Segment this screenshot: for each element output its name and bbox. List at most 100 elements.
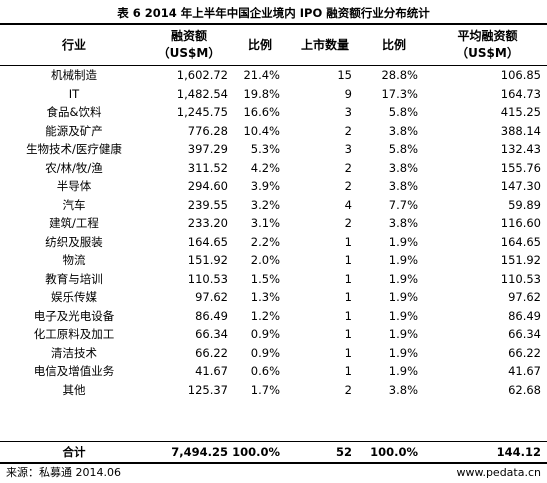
cell-ratio1: 4.2% (250, 160, 280, 175)
table-row: IT 1,482.54 19.8% 9 17.3% 164.73 (0, 85, 547, 104)
cell-amount: 239.55 (187, 197, 228, 212)
header-count-label: 上市数量 (300, 37, 349, 52)
cell-count: 2 (344, 123, 352, 138)
cell-ratio2: 5.8% (388, 142, 418, 156)
header-industry-label: 行业 (61, 37, 86, 52)
cell-count: 2 (344, 160, 352, 175)
cell-industry: 纺织及服装 (45, 234, 103, 249)
cell-ratio2: 3.8% (388, 160, 418, 175)
table-row: 汽车 239.55 3.2% 4 7.7% 59.89 (0, 196, 547, 215)
cell-ratio2: 3.8% (388, 382, 418, 397)
total-label: 合计 (62, 445, 86, 459)
table-body: 机械制造 1,602.72 21.4% 15 28.8% 106.85 IT 1,482.54… (0, 66, 547, 399)
cell-ratio1: 3.9% (250, 179, 280, 193)
cell-ratio2: 1.9% (388, 234, 418, 249)
table-row: 建筑/工程 233.20 3.1% 2 3.8% 116.60 (0, 214, 547, 233)
cell-avg: 415.25 (500, 105, 541, 119)
cell-avg: 147.30 (500, 179, 541, 193)
table-row: 其他 125.37 1.7% 2 3.8% 62.68 (0, 381, 547, 400)
cell-count: 1 (344, 345, 352, 360)
cell-ratio2: 1.9% (388, 327, 418, 341)
table-row: 教育与培训 110.53 1.5% 1 1.9% 110.53 (0, 270, 547, 289)
table-row: 清洁技术 66.22 0.9% 1 1.9% 66.22 (0, 344, 547, 363)
cell-amount: 110.53 (187, 271, 228, 286)
header-amount: 融资额 （US$M） (148, 25, 230, 65)
table-row: 娱乐传媒 97.62 1.3% 1 1.9% 97.62 (0, 288, 547, 307)
cell-industry: 半导体 (56, 179, 92, 193)
header-avg: 平均融资额 （US$M） (428, 25, 547, 65)
cell-ratio1: 1.2% (250, 308, 280, 323)
cell-ratio1: 2.2% (250, 234, 280, 249)
cell-ratio2: 3.8% (388, 216, 418, 230)
table-row: 化工原料及加工 66.34 0.9% 1 1.9% 66.34 (0, 325, 547, 344)
table-row: 生物技术/医疗健康 397.29 5.3% 3 5.8% 132.43 (0, 140, 547, 159)
cell-ratio2: 1.9% (388, 345, 418, 360)
cell-ratio1: 1.5% (250, 271, 280, 286)
cell-ratio2: 7.7% (388, 197, 418, 212)
total-row: 合计 7,494.25 100.0% 52 100.0% 144.12 (0, 443, 547, 461)
cell-ratio1: 1.3% (250, 290, 280, 304)
table-row: 半导体 294.60 3.9% 2 3.8% 147.30 (0, 177, 547, 196)
cell-amount: 41.67 (195, 364, 228, 378)
cell-count: 1 (344, 290, 352, 304)
cell-amount: 125.37 (187, 382, 228, 397)
header-rule (0, 65, 547, 66)
table-row: 物流 151.92 2.0% 1 1.9% 151.92 (0, 251, 547, 270)
header-ratio2: 比例 (360, 25, 428, 65)
cell-industry: 机械制造 (51, 68, 97, 82)
cell-amount: 151.92 (187, 253, 228, 267)
header-ratio1-label: 比例 (247, 37, 272, 52)
cell-ratio1: 0.9% (250, 327, 280, 341)
cell-amount: 233.20 (187, 216, 228, 230)
cell-avg: 132.43 (500, 142, 541, 156)
cell-amount: 86.49 (195, 308, 228, 323)
cell-ratio1: 0.9% (250, 345, 280, 360)
cell-count: 1 (344, 253, 352, 267)
cell-industry: 电信及增值业务 (33, 364, 115, 378)
cell-ratio1: 3.1% (250, 216, 280, 230)
table-row: 电子及光电设备 86.49 1.2% 1 1.9% 86.49 (0, 307, 547, 326)
cell-industry: 食品&饮料 (46, 105, 102, 119)
cell-industry: 建筑/工程 (49, 216, 99, 230)
total-amount: 7,494.25 (171, 445, 228, 459)
cell-amount: 164.65 (187, 234, 228, 249)
cell-avg: 106.85 (500, 68, 541, 82)
table-row: 机械制造 1,602.72 21.4% 15 28.8% 106.85 (0, 66, 547, 85)
total-ratio1: 100.0% (232, 445, 280, 459)
cell-industry: 清洁技术 (51, 345, 97, 360)
cell-avg: 62.68 (508, 382, 541, 397)
cell-count: 4 (344, 197, 352, 212)
cell-count: 2 (344, 179, 352, 193)
cell-count: 15 (337, 68, 352, 82)
cell-amount: 66.22 (195, 345, 228, 360)
cell-industry: 农/林/牧/渔 (45, 160, 103, 175)
cell-industry: 生物技术/医疗健康 (26, 142, 122, 156)
cell-industry: 能源及矿产 (45, 123, 103, 138)
cell-ratio1: 1.7% (250, 382, 280, 397)
cell-ratio1: 3.2% (250, 197, 280, 212)
cell-avg: 97.62 (508, 290, 541, 304)
cell-amount: 97.62 (195, 290, 228, 304)
cell-count: 1 (344, 327, 352, 341)
cell-count: 2 (344, 382, 352, 397)
source-note: 来源：私募通 2014.06 (6, 466, 121, 479)
cell-count: 3 (344, 142, 352, 156)
header-avg-label: 平均融资额 (457, 29, 518, 43)
cell-ratio2: 5.8% (388, 105, 418, 119)
cell-avg: 388.14 (500, 123, 541, 138)
cell-avg: 164.73 (500, 86, 541, 101)
header-ratio1: 比例 (230, 25, 290, 65)
cell-ratio2: 1.9% (388, 271, 418, 286)
cell-amount: 1,245.75 (176, 105, 228, 119)
cell-avg: 41.67 (508, 364, 541, 378)
cell-avg: 110.53 (500, 271, 541, 286)
cell-ratio1: 10.4% (243, 123, 280, 138)
cell-count: 1 (344, 308, 352, 323)
cell-avg: 66.22 (508, 345, 541, 360)
cell-industry: 其他 (62, 382, 86, 397)
table-row: 纺织及服装 164.65 2.2% 1 1.9% 164.65 (0, 233, 547, 252)
cell-ratio1: 19.8% (243, 86, 280, 101)
cell-amount: 397.29 (187, 142, 228, 156)
header-amount-unit: （US$M） (157, 46, 221, 60)
cell-industry: 教育与培训 (45, 271, 103, 286)
